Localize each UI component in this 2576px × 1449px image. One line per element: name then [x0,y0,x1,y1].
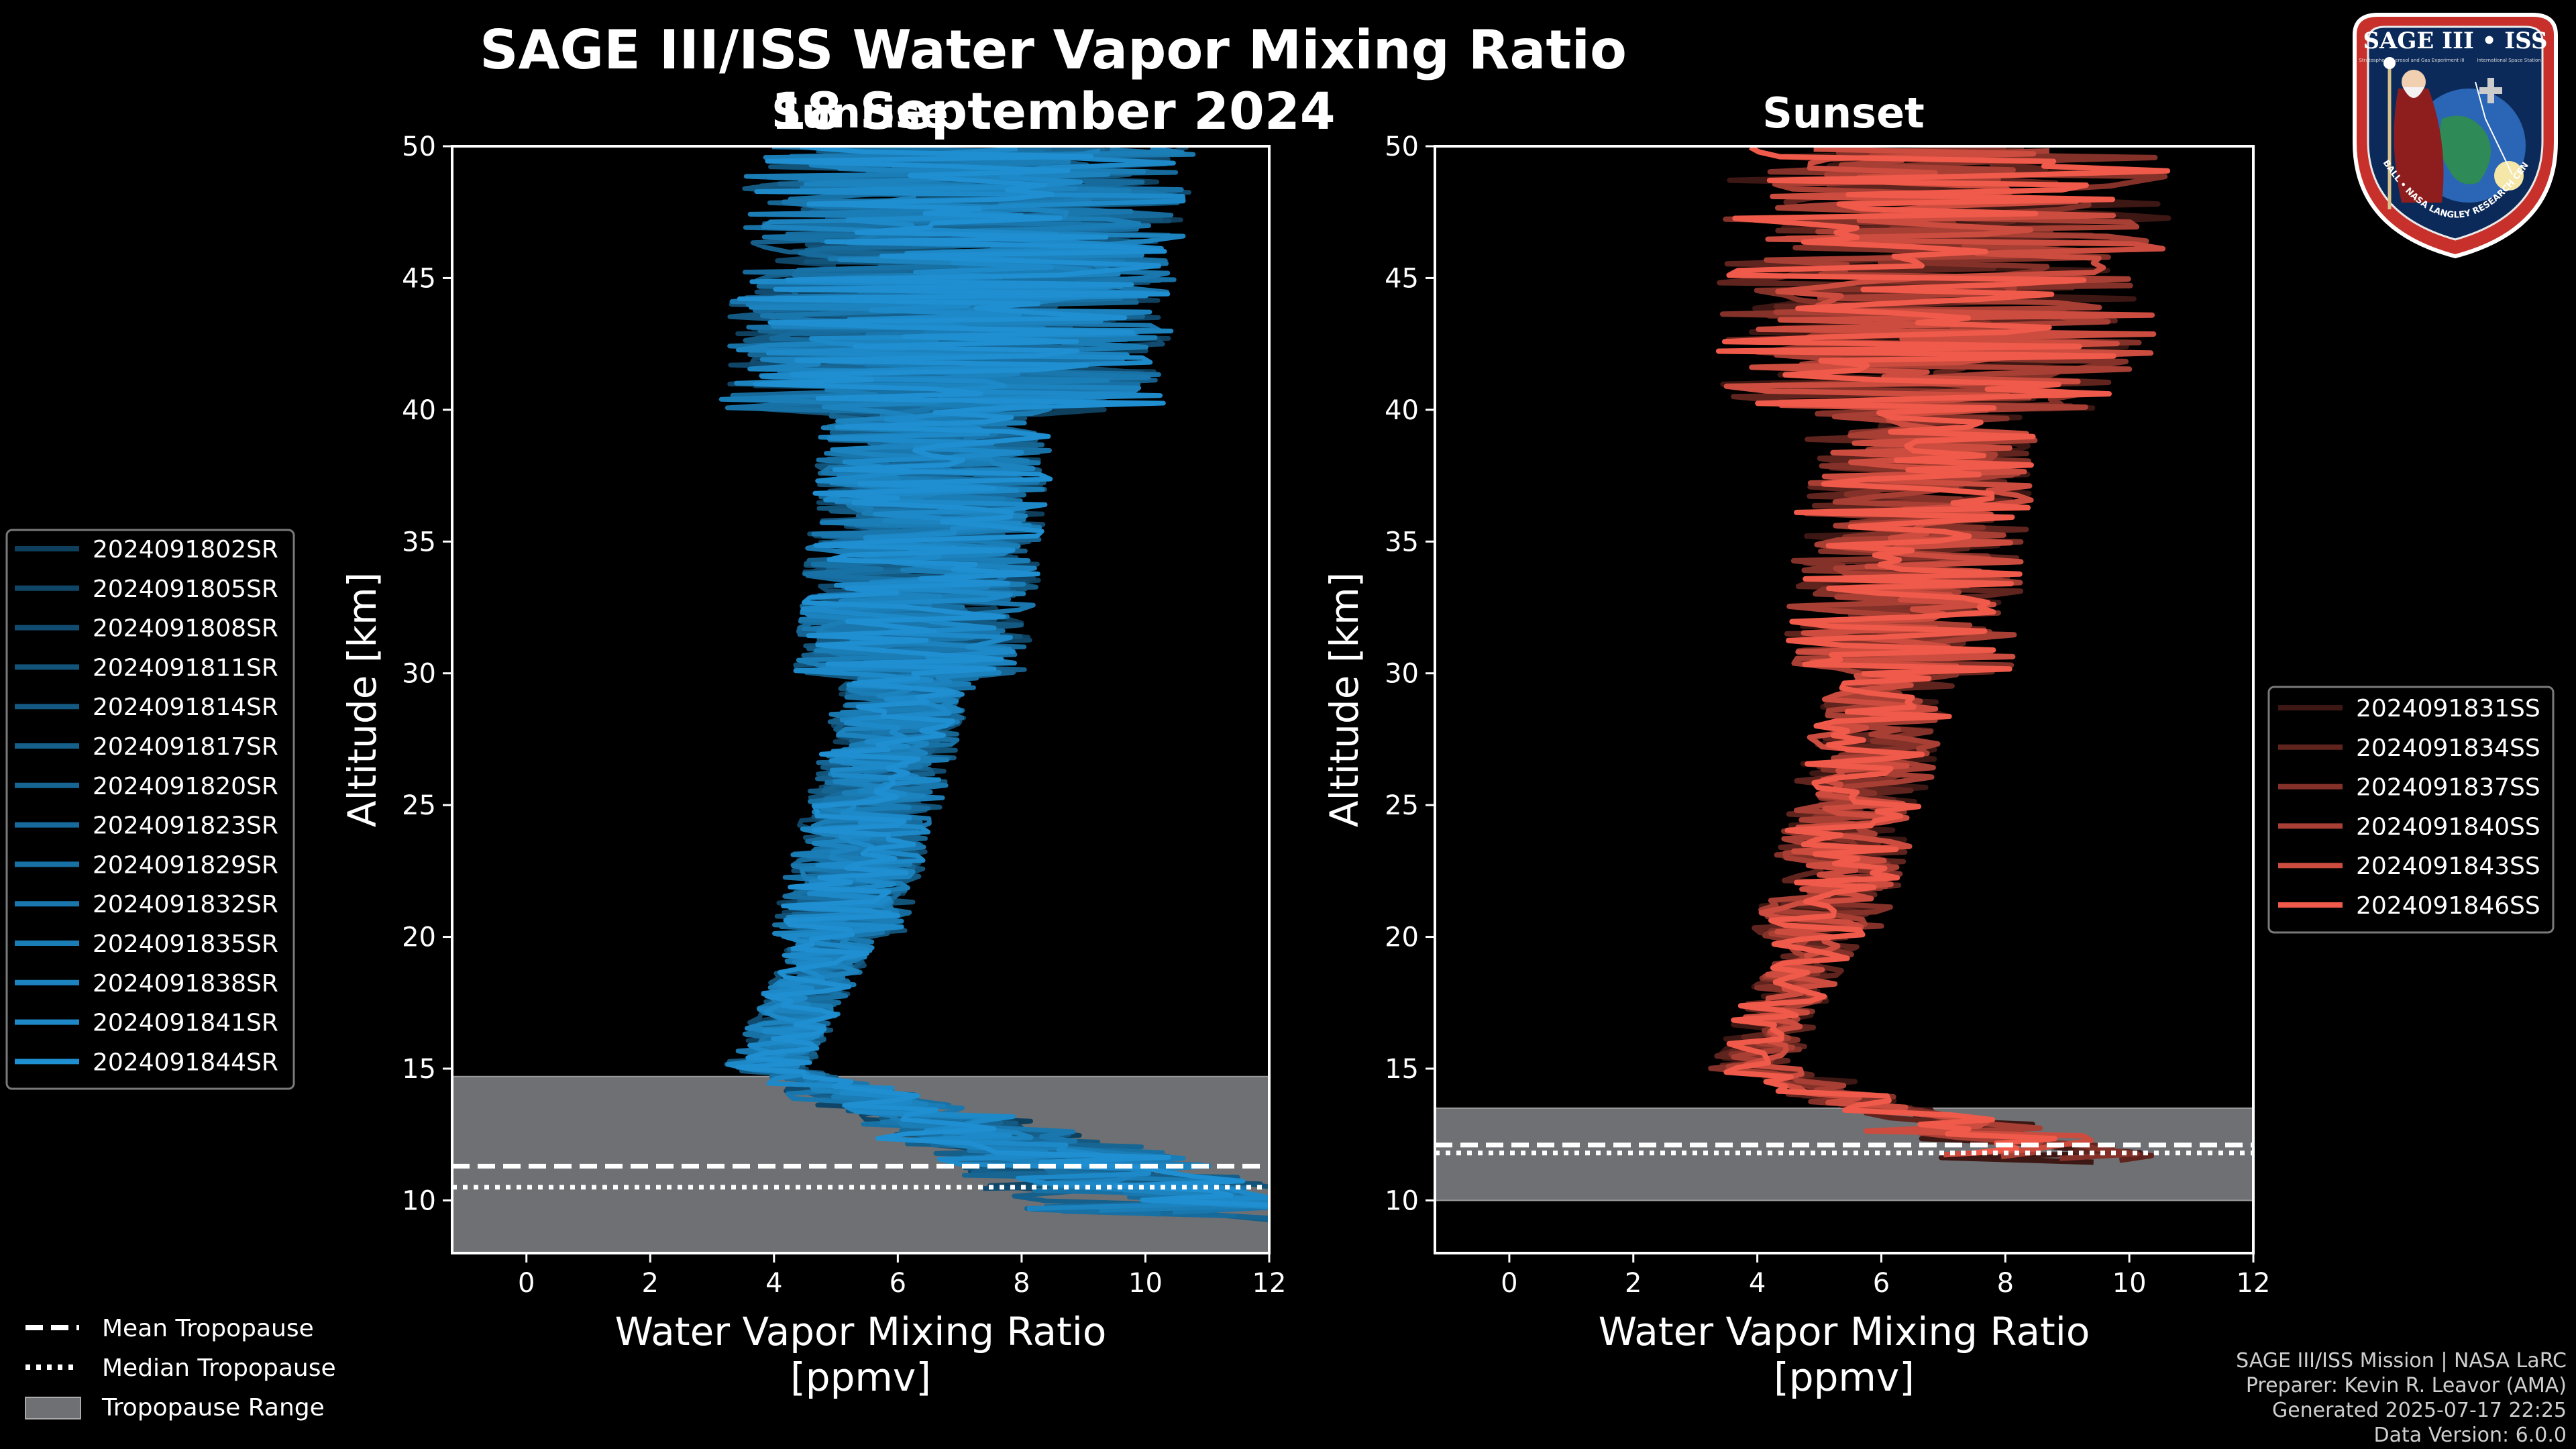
sr-y-tick-label: 25 [402,790,436,821]
ss-y-tick-label: 25 [1385,790,1419,821]
profile-line-2024091846SS [1715,146,2171,1156]
sage-iii-iss-logo: SAGE III • ISS Stratospheric Aerosol and… [2341,8,2558,259]
legend-mean-tropopause: Mean Tropopause [102,1315,314,1342]
credit-data-version: Data Version: 6.0.0 [2374,1424,2567,1447]
ss-x-tick-label: 6 [1873,1268,1890,1299]
sunrise-x-axis-label: Water Vapor Mixing Ratio [615,1309,1107,1354]
ss-x-tick-label: 4 [1749,1268,1766,1299]
sr-x-tick-label: 0 [518,1268,535,1299]
logo-subtitle-left: Stratospheric Aerosol and Gas Experiment… [2359,58,2464,63]
ss-y-tick-label: 40 [1385,395,1419,426]
sr-y-tick-label: 35 [402,527,436,557]
logo-subtitle-right: International Space Station [2477,58,2540,63]
sr-y-tick-label: 30 [402,659,436,690]
sunrise-plot: 0 2 4 6 8 10 12 10 15 20 25 30 35 40 45 50 Water Vapor… [339,131,1286,1400]
ss-y-tick-label: 20 [1385,922,1419,953]
legend-label-2024091820SR: 2024091820SR [93,773,278,800]
sunrise-y-axis-label: Altitude [km] [339,572,385,827]
legend-label-2024091823SR: 2024091823SR [93,812,278,840]
sr-x-tick-label: 10 [1128,1268,1163,1299]
credits: SAGE III/ISS Mission | NASA LaRC Prepare… [2236,1349,2567,1447]
ss-x-tick-label: 2 [1625,1268,1642,1299]
ss-y-tick-label: 35 [1385,527,1419,557]
credit-mission: SAGE III/ISS Mission | NASA LaRC [2236,1349,2567,1373]
sr-x-tick-label: 8 [1013,1268,1030,1299]
sunset-legend: 2024091831SS 2024091834SS 2024091837SS 2024… [2267,686,2555,934]
sunrise-x-axis-unit: [ppmv] [790,1354,931,1400]
chart-title: SAGE III/ISS Water Vapor Mixing Ratio [480,19,1627,81]
sr-y-tick-label: 40 [402,395,436,426]
legend-label-2024091817SR: 2024091817SR [93,733,278,761]
sr-y-tick-label: 45 [402,263,436,294]
sunset-x-axis-unit: [ppmv] [1774,1354,1915,1400]
profile-line-2024091844SR [735,146,1269,1208]
logo-title: SAGE III • ISS [2363,28,2547,54]
legend-label-2024091831SS: 2024091831SS [2356,695,2540,722]
sunset-y-axis-label: Altitude [km] [1322,572,1367,827]
sr-x-tick-label: 12 [1252,1268,1287,1299]
sr-y-tick-label: 10 [402,1185,436,1216]
legend-label-2024091838SR: 2024091838SR [93,970,278,998]
legend-label-2024091840SS: 2024091840SS [2356,813,2540,841]
ss-y-tick-label: 50 [1385,131,1419,162]
legend-label-2024091837SS: 2024091837SS [2356,774,2540,802]
ss-y-tick-label: 15 [1385,1054,1419,1085]
sr-y-tick-label: 50 [402,131,436,162]
ss-x-tick-label: 8 [1997,1268,2014,1299]
tropopause-legend: Mean Tropopause Median Tropopause Tropop… [25,1315,336,1421]
sunset-x-axis-label: Water Vapor Mixing Ratio [1599,1309,2090,1354]
legend-median-tropopause: Median Tropopause [102,1354,336,1382]
sr-y-tick-label: 20 [402,922,436,953]
ss-y-tick-label: 45 [1385,263,1419,294]
credit-generated: Generated 2025-07-17 22:25 [2272,1399,2567,1422]
sunset-plot: 0 2 4 6 8 10 12 10 15 20 25 30 35 40 45 50 Water Vapor… [1322,131,2270,1400]
sr-x-tick-label: 6 [890,1268,906,1299]
sunrise-legend: 2024091802SR 2024091805SR 2024091808SR 2024… [5,529,295,1090]
legend-label-2024091835SR: 2024091835SR [93,930,278,958]
sr-x-tick-label: 2 [642,1268,659,1299]
legend-tropopause-range: Tropopause Range [101,1394,325,1421]
sunset-label: Sunset [1762,89,1925,138]
legend-label-2024091844SR: 2024091844SR [93,1049,278,1076]
credit-preparer: Preparer: Kevin R. Leavor (AMA) [2246,1374,2567,1397]
legend-label-2024091834SS: 2024091834SS [2356,735,2540,762]
ss-x-tick-label: 12 [2237,1268,2271,1299]
sr-y-tick-label: 15 [402,1054,436,1085]
legend-label-2024091832SR: 2024091832SR [93,891,278,918]
legend-label-2024091802SR: 2024091802SR [93,536,278,564]
legend-label-2024091811SR: 2024091811SR [93,654,278,682]
ss-y-tick-label: 10 [1385,1185,1419,1216]
legend-label-2024091805SR: 2024091805SR [93,576,278,603]
sr-x-tick-label: 4 [765,1268,782,1299]
legend-label-2024091846SS: 2024091846SS [2356,892,2540,920]
ss-x-tick-label: 0 [1501,1268,1517,1299]
sunrise-label: Sunrise [771,89,949,138]
legend-label-2024091843SS: 2024091843SS [2356,853,2540,880]
chart-date: 18 September 2024 [771,81,1335,141]
legend-label-2024091808SR: 2024091808SR [93,615,278,643]
ss-x-tick-label: 10 [2112,1268,2147,1299]
legend-label-2024091814SR: 2024091814SR [93,694,278,721]
profile-line-2024091843SS [1723,146,2166,1158]
ss-y-tick-label: 30 [1385,659,1419,690]
legend-label-2024091829SR: 2024091829SR [93,851,278,879]
legend-label-2024091841SR: 2024091841SR [93,1010,278,1037]
